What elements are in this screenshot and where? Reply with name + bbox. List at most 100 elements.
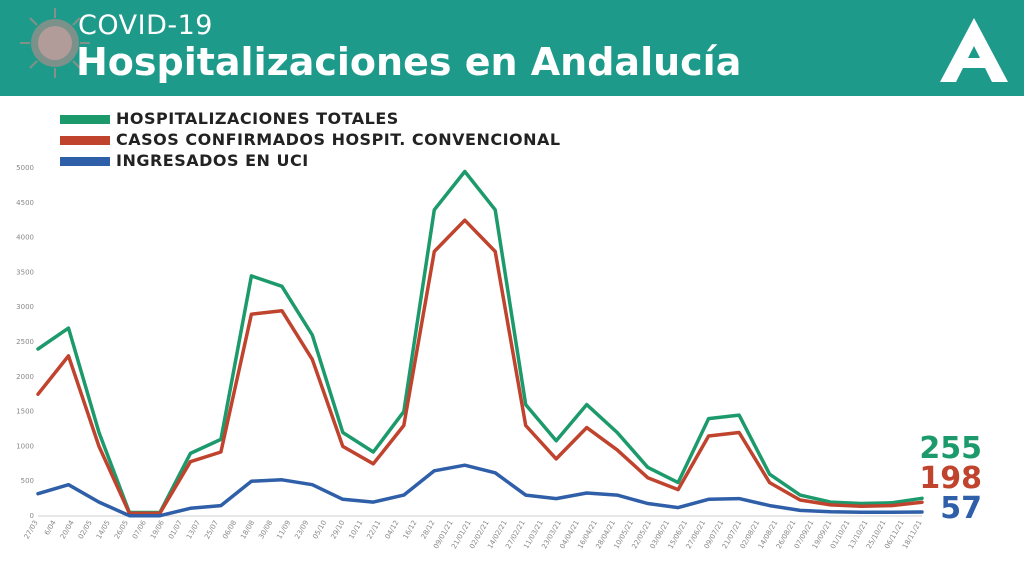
x-tick-label: 30/08 [257, 519, 274, 540]
data-point [646, 476, 649, 479]
coronavirus-icon [20, 8, 90, 78]
data-point [433, 250, 436, 253]
data-point [615, 431, 619, 434]
data-point [798, 493, 802, 497]
data-point [585, 491, 588, 495]
data-point [829, 510, 832, 514]
y-tick-label: 4000 [16, 234, 34, 242]
x-tick-label: 01/07 [167, 519, 184, 540]
data-point [36, 492, 40, 495]
data-point [524, 493, 527, 497]
header-subtitle: COVID-19 [78, 10, 213, 41]
data-point [829, 503, 832, 507]
data-point [433, 469, 436, 472]
x-tick-label: 27/03 [23, 519, 40, 540]
chart-legend: HOSPITALIZACIONES TOTALES CASOS CONFIRMAD… [60, 109, 561, 170]
y-tick-label: 5000 [16, 164, 34, 172]
y-tick-label: 2500 [16, 338, 34, 346]
data-point [280, 285, 284, 288]
data-point [280, 478, 284, 482]
data-point [250, 274, 253, 278]
data-point [707, 417, 710, 420]
y-tick-label: 3500 [16, 268, 34, 276]
data-point [67, 483, 70, 486]
x-tick-label: 20/04 [59, 519, 76, 541]
data-point [494, 208, 497, 211]
data-point [524, 424, 527, 427]
data-point [402, 424, 405, 427]
x-tick-label: 6/04 [43, 519, 58, 537]
legend-swatch-0 [60, 115, 110, 124]
data-point [97, 431, 101, 434]
data-point [615, 493, 619, 497]
data-point [219, 438, 223, 441]
x-tick-label: 11/09 [275, 519, 292, 540]
legend-swatch-2 [60, 157, 110, 166]
data-point [768, 473, 771, 476]
data-point [250, 480, 253, 483]
data-point [859, 502, 863, 505]
y-tick-label: 4500 [16, 199, 34, 207]
junta-andalucia-logo-icon [940, 18, 1008, 82]
legend-swatch-1 [60, 136, 110, 145]
data-point [463, 170, 466, 173]
data-point [372, 500, 375, 504]
data-point [646, 502, 649, 505]
x-tick-label: 28/12 [420, 519, 437, 540]
data-point [36, 347, 40, 351]
y-tick-label: 2000 [16, 373, 34, 381]
data-point [311, 333, 314, 337]
legend-label-2: INGRESADOS EN UCI [116, 151, 309, 170]
data-point [280, 309, 284, 312]
x-tick-label: 07/06 [131, 519, 148, 541]
data-point [555, 439, 558, 443]
data-point [189, 460, 192, 463]
data-point [676, 481, 680, 484]
series-line-1 [36, 218, 924, 515]
data-point [67, 326, 70, 330]
data-point [219, 450, 223, 454]
legend-label-1: CASOS CONFIRMADOS HOSPIT. CONVENCIONAL [116, 130, 561, 149]
data-point [189, 507, 192, 510]
data-point [555, 457, 558, 461]
x-tick-label: 16/12 [402, 519, 419, 540]
data-point [311, 358, 314, 361]
data-point [250, 312, 253, 316]
x-tick-label: 29/10 [329, 519, 346, 540]
y-tick-label: 1000 [16, 442, 34, 450]
data-point [341, 445, 345, 448]
data-point [97, 500, 101, 504]
x-tick-label: 10/11 [347, 519, 364, 540]
data-point [920, 497, 924, 500]
data-point [737, 413, 741, 417]
data-point [707, 498, 710, 501]
hospitalizations-chart: HOSPITALIZACIONES TOTALES CASOS CONFIRMAD… [16, 109, 982, 551]
data-point [829, 500, 832, 504]
x-axis: 27/03 6/04 20/04 02/05 14/05 26/05 07/06 19/06 0… [23, 519, 924, 551]
data-point [311, 483, 314, 486]
data-point [341, 431, 345, 434]
header-banner: COVID-19 Hospitalizaciones en Andalucía [0, 0, 1024, 96]
data-point [890, 510, 893, 514]
data-point [36, 393, 40, 396]
data-point [585, 403, 588, 406]
data-point [615, 448, 619, 452]
data-point [890, 504, 893, 507]
data-point [920, 510, 924, 514]
data-point [494, 250, 497, 253]
y-tick-label: 500 [21, 477, 34, 485]
data-point [372, 462, 375, 465]
data-point [890, 501, 893, 504]
x-tick-label: 19/06 [149, 519, 166, 541]
x-tick-label: 26/05 [113, 519, 130, 540]
x-tick-label: 13/07 [185, 519, 202, 540]
data-point [189, 452, 192, 455]
series-line-0 [36, 169, 924, 515]
data-point [798, 498, 802, 502]
end-value-label-0: 255 [919, 431, 982, 466]
x-tick-label: 23/09 [293, 519, 310, 540]
data-point [402, 493, 405, 497]
data-point [768, 504, 771, 507]
data-point [646, 466, 649, 469]
